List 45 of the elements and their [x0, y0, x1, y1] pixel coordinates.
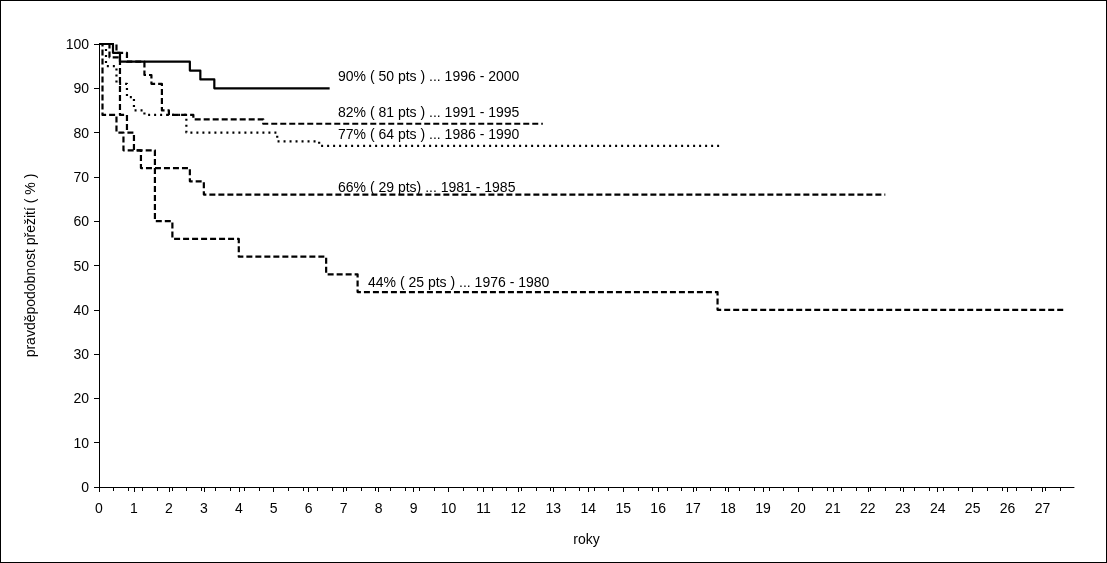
x-tick-label: 8 — [374, 500, 383, 516]
x-tick-label: 17 — [685, 500, 702, 516]
y-tick-label: 80 — [73, 124, 90, 141]
x-tick-label: 6 — [304, 500, 313, 516]
y-tick-label: 40 — [73, 301, 90, 318]
x-tick-label: 5 — [269, 500, 278, 516]
x-tick-label: 16 — [650, 500, 667, 516]
x-tick-label: 11 — [476, 500, 491, 516]
x-tick-label: 4 — [234, 500, 243, 516]
x-tick-label: 2 — [164, 500, 173, 516]
x-tick-label: 13 — [545, 500, 562, 516]
x-tick-label: 25 — [964, 500, 981, 516]
y-tick-label: 0 — [81, 479, 90, 495]
annotation: 44% ( 25 pts ) ... 1976 - 1980 — [368, 273, 550, 290]
y-tick-label: 50 — [73, 257, 90, 274]
y-tick-label: 70 — [73, 168, 90, 185]
y-tick-label: 20 — [73, 390, 90, 407]
y-tick-label: 60 — [73, 213, 90, 230]
y-tick-label: 10 — [73, 434, 90, 451]
x-tick-label: 0 — [95, 500, 104, 516]
x-tick-label: 10 — [440, 500, 457, 516]
annotation: 82% ( 81 pts ) ... 1991 - 1995 — [338, 103, 520, 120]
x-tick-label: 9 — [409, 500, 418, 516]
annotation: 90% ( 50 pts ) ... 1996 - 2000 — [338, 68, 520, 85]
x-axis-title: roky — [573, 531, 600, 547]
x-tick-label: 1 — [130, 500, 139, 516]
x-tick-label: 14 — [580, 500, 597, 516]
x-tick-label: 3 — [199, 500, 208, 516]
x-tick-label: 7 — [339, 500, 348, 516]
x-tick-label: 18 — [720, 500, 737, 516]
x-tick-label: 19 — [755, 500, 771, 516]
x-tick-label: 26 — [999, 500, 1016, 516]
y-tick-label: 90 — [73, 80, 90, 97]
x-tick-label: 12 — [510, 500, 527, 516]
y-tick-label: 100 — [65, 36, 90, 52]
y-axis-title: pravděpodobnost přežití ( % ) — [22, 173, 38, 358]
x-tick-label: 15 — [615, 500, 632, 516]
y-tick-label: 30 — [73, 346, 90, 363]
x-tick-label: 22 — [860, 500, 876, 516]
x-tick-label: 27 — [1034, 500, 1051, 516]
x-tick-label: 20 — [790, 500, 806, 516]
x-tick-label: 24 — [929, 500, 946, 516]
x-tick-label: 23 — [894, 500, 911, 516]
annotation: 77% ( 64 pts ) ... 1986 - 1990 — [338, 125, 520, 142]
x-tick-label: 21 — [825, 500, 841, 516]
